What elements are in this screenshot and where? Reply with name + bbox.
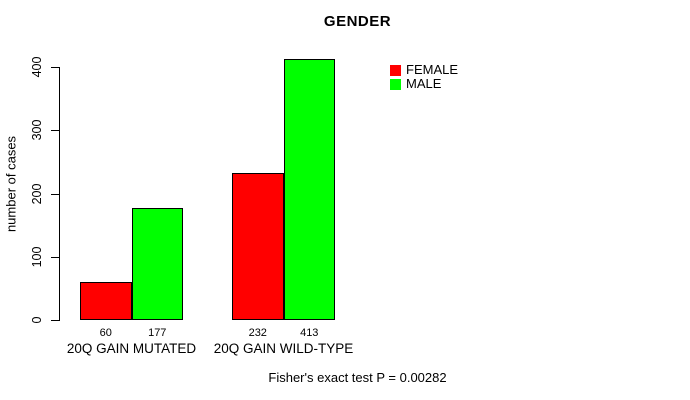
bar-male-0 <box>131 208 183 320</box>
y-axis-tick <box>51 67 59 69</box>
bar-male-1 <box>283 59 335 320</box>
y-axis-tick-label: 200 <box>30 183 44 205</box>
y-axis-tick <box>51 130 59 132</box>
legend-label-male: MALE <box>406 76 442 91</box>
y-axis-tick <box>51 320 59 321</box>
x-axis-category-label: 20Q GAIN MUTATED <box>66 341 197 356</box>
male-color-swatch <box>390 78 401 90</box>
x-axis-category-label: 20Q GAIN WILD-TYPE <box>213 341 354 356</box>
bar-value-label: 177 <box>148 327 167 339</box>
y-axis-label: number of cases <box>3 135 19 233</box>
y-axis-tick <box>51 193 59 195</box>
bar-value-label: 413 <box>300 327 319 339</box>
legend: FEMALE MALE <box>390 63 458 91</box>
footnote-text: Fisher's exact test P = 0.00282 <box>268 370 447 385</box>
y-axis-tick <box>51 256 59 258</box>
y-axis-line <box>59 67 60 321</box>
bar-female-0 <box>80 282 132 320</box>
bar-value-label: 232 <box>248 327 267 339</box>
y-axis-tick-label: 0 <box>30 316 44 324</box>
chart-title: GENDER <box>323 13 392 30</box>
y-axis-tick-label: 400 <box>30 56 44 78</box>
bar-female-1 <box>232 173 284 320</box>
y-axis-tick-label: 100 <box>30 246 44 268</box>
legend-label-female: FEMALE <box>406 62 459 77</box>
legend-item-female: FEMALE <box>390 63 458 77</box>
bar-value-label: 60 <box>99 327 112 339</box>
female-color-swatch <box>390 64 401 76</box>
legend-item-male: MALE <box>390 77 458 91</box>
y-axis-tick-label: 300 <box>30 119 44 141</box>
